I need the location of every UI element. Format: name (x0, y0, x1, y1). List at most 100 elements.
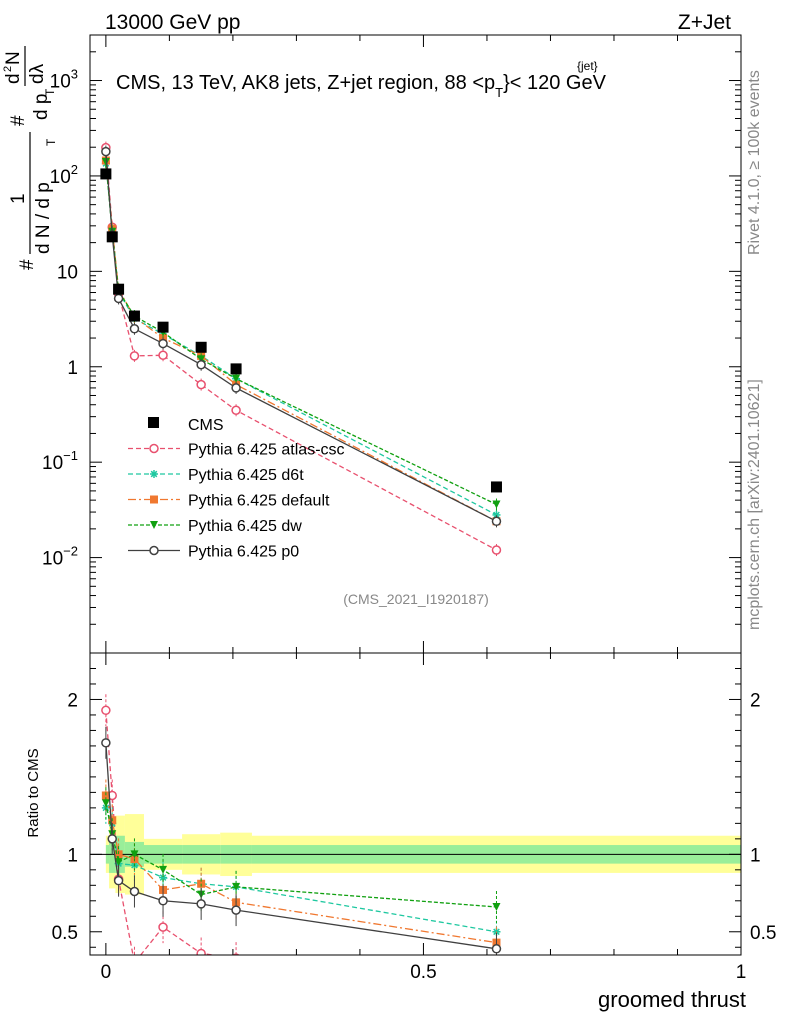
ratio-tick-label-left: 1 (67, 845, 78, 866)
y-tick-base: 10 (42, 453, 63, 474)
series-line-1 (105, 163, 497, 516)
series-point (129, 351, 140, 361)
ylabel-dpt: d p (31, 94, 52, 120)
ratio-point (101, 738, 111, 748)
series-point (158, 338, 168, 349)
plot-title: CMS, 13 TeV, AK8 jets, Z+jet region, 88 … (116, 72, 607, 100)
ylabel-sq: 2 (2, 66, 14, 72)
y-tick-label: 102 (50, 162, 78, 188)
ratio-point (107, 834, 117, 844)
ratio-tick-label-left: 0.5 (52, 923, 78, 944)
ratio-point (492, 902, 501, 911)
ratio-point (158, 922, 168, 932)
legend-label: Pythia 6.425 atlas-csc (188, 442, 345, 459)
ratio-point (113, 875, 124, 886)
y-tick-base: 10 (42, 549, 63, 570)
series-point (232, 374, 241, 383)
plot-title-end: }< 120 GeV (503, 72, 607, 94)
legend-label: Pythia 6.425 p0 (188, 544, 299, 561)
ratio-point (231, 905, 241, 915)
series-point (196, 359, 206, 370)
series-point (101, 157, 110, 166)
header-process: Z+Jet (678, 11, 731, 34)
ratio-line-0 (105, 710, 218, 955)
legend-marker (149, 545, 159, 556)
series-point (101, 146, 111, 157)
cms-data-point (100, 168, 112, 180)
ylabel-one: 1 (8, 193, 29, 204)
series-line-2 (105, 160, 497, 522)
ylabel-t-2: T (43, 88, 57, 96)
ratio-tick-label-left: 2 (67, 690, 78, 711)
series-point (231, 405, 241, 416)
analysis-watermark: (CMS_2021_I1920187) (343, 591, 489, 607)
ratio-point (129, 886, 140, 897)
legend-marker (150, 495, 158, 504)
star-stroke (150, 470, 158, 478)
ylabel-hash-2: # (8, 115, 29, 126)
y-tick-base: 10 (50, 72, 71, 93)
ratio-point (158, 896, 168, 906)
x-axis-label: groomed thrust (598, 987, 746, 1012)
series-point (196, 379, 206, 390)
plot-title-main: CMS, 13 TeV, AK8 jets, Z+jet region, 88 … (116, 72, 495, 94)
y-tick-exp: 3 (71, 67, 78, 82)
legend-marker (150, 521, 158, 529)
star-stroke (159, 874, 167, 881)
ratio-line-1 (105, 807, 497, 933)
series-point (113, 293, 124, 304)
ratio-tick-label-right: 0.5 (750, 923, 776, 944)
ratio-axes: 0 0.5 10.5 0.51 12 2 (52, 653, 776, 983)
ratio-plot-frame (89, 652, 742, 956)
ylabel-n: N (3, 51, 24, 65)
series-point (129, 324, 140, 334)
ratio-point (101, 791, 110, 800)
ratio-point (159, 865, 168, 874)
ratio-ylabel: Ratio to CMS (25, 748, 42, 837)
ylabel-dlambda: dλ (27, 63, 48, 84)
cms-data-point (490, 481, 502, 493)
ratio-point (114, 858, 123, 867)
y-tick-label: 10−2 (42, 544, 78, 570)
ratio-point (101, 705, 111, 716)
legend-cms-label: CMS (188, 417, 224, 434)
legend-cms-marker (148, 417, 159, 428)
ratio-point (491, 944, 502, 954)
ratio-tick-label-right: 2 (750, 690, 761, 711)
series-point (231, 383, 241, 393)
plot-title-sup: {jet} (577, 59, 598, 73)
header-energy: 13000 GeV pp (105, 11, 240, 34)
cms-data-point (157, 321, 169, 333)
ratio-point (232, 882, 241, 891)
series-point (491, 545, 502, 555)
cms-data-point (128, 310, 140, 322)
ylabel-hash-1: # (17, 259, 38, 270)
y-tick-label: 10−1 (42, 448, 78, 474)
cms-data-point (106, 231, 118, 243)
star-stroke (493, 511, 500, 519)
y-tick-base: 10 (50, 167, 71, 188)
ylabel-dn-dpt: d N / d p (33, 182, 54, 254)
cms-data-point (230, 363, 242, 375)
y-tick-label: 10 (57, 262, 78, 283)
y-tick-exp: −1 (63, 448, 78, 463)
ratio-point (196, 948, 206, 955)
ratio-series (101, 694, 502, 967)
series-point (492, 500, 501, 509)
y-tick-label: 103 (50, 67, 78, 93)
ratio-point (101, 799, 110, 808)
ratio-tick-label-right: 1 (750, 845, 761, 866)
main-series (100, 141, 502, 557)
cms-data-point (195, 341, 207, 353)
y-tick-base: 10 (57, 262, 78, 283)
x-tick-label: 0.5 (410, 962, 436, 983)
legend-marker (149, 443, 159, 454)
ratio-point (130, 959, 138, 967)
legend-label: Pythia 6.425 default (188, 493, 330, 510)
rivet-label: Rivet 4.1.0, ≥ 100k events (746, 70, 763, 255)
y-tick-exp: −2 (63, 544, 78, 559)
ratio-point (196, 899, 206, 909)
ratio-line-4 (105, 742, 497, 950)
